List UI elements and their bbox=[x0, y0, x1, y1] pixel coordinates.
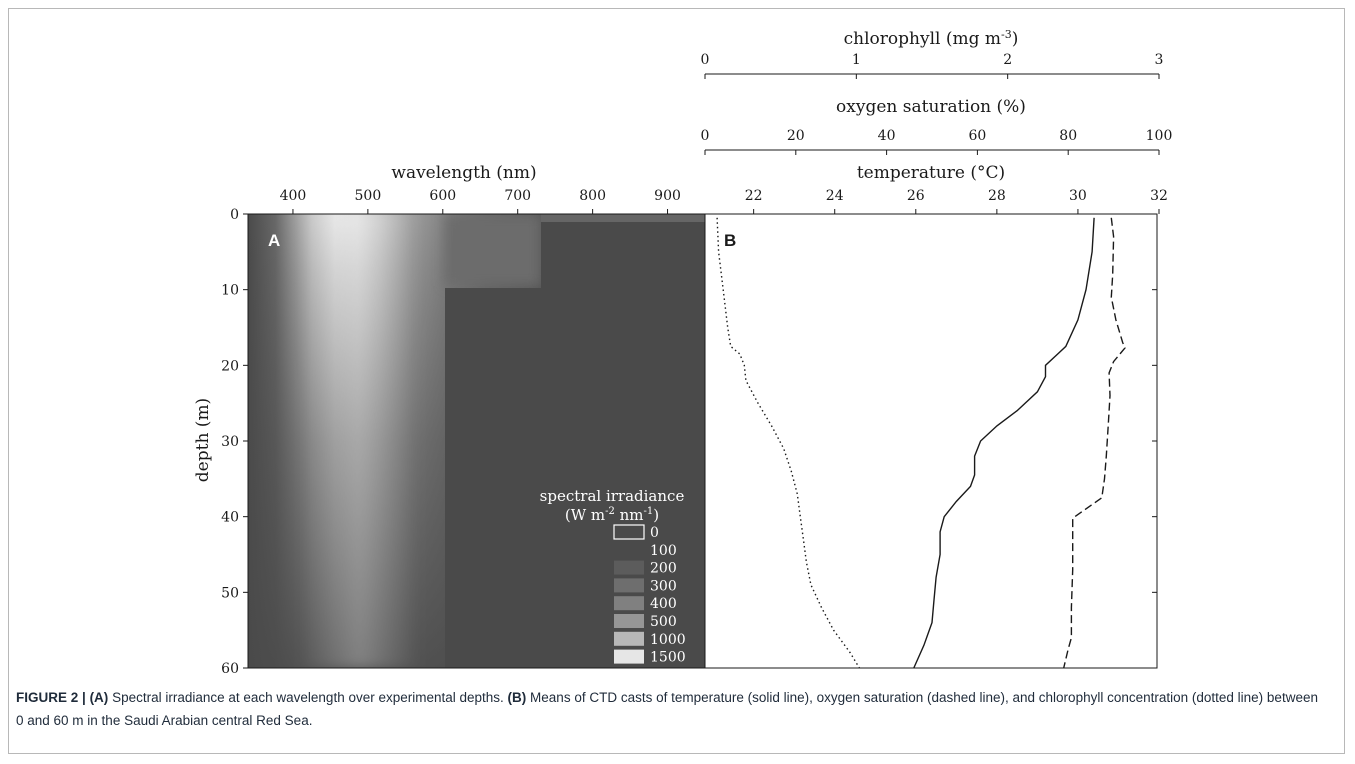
legend-swatch bbox=[614, 631, 644, 646]
legend-level-label: 1500 bbox=[650, 650, 686, 666]
oxygen-tick-label: 0 bbox=[701, 128, 710, 144]
wavelength-tick-label: 600 bbox=[429, 188, 456, 204]
temperature-axis-title: temperature (°C) bbox=[857, 163, 1005, 183]
heatmap-red-layer bbox=[445, 214, 541, 286]
heatmap-blue-band bbox=[300, 214, 420, 668]
oxygen-tick-label: 60 bbox=[968, 128, 986, 144]
heatmap-deep-red bbox=[445, 288, 705, 668]
chlorophyll-title-sup: -3 bbox=[1001, 28, 1012, 41]
heatmap-nir-layer bbox=[541, 214, 705, 222]
legend-title-part: -1 bbox=[644, 506, 654, 517]
chlorophyll-tick-label: 0 bbox=[701, 52, 710, 68]
wavelength-tick-label: 500 bbox=[355, 188, 382, 204]
legend-swatch bbox=[614, 596, 644, 611]
wavelength-tick-label: 700 bbox=[504, 188, 531, 204]
panel-a-axes: 400 500 600 700 800 900 0 10 20 30 40 50 60 bbox=[221, 188, 681, 677]
legend-title-part: (W m bbox=[565, 506, 605, 524]
oxygen-tick-label: 80 bbox=[1059, 128, 1077, 144]
depth-tick-label: 60 bbox=[221, 661, 239, 677]
dashed-profile-line bbox=[1063, 217, 1126, 669]
legend-level-label: 300 bbox=[650, 578, 677, 594]
oxygen-axis-title: oxygen saturation (%) bbox=[836, 97, 1026, 117]
solid-profile-line bbox=[913, 217, 1095, 669]
legend-level-label: 0 bbox=[650, 525, 659, 541]
depth-tick-label: 0 bbox=[230, 207, 239, 223]
temperature-tick-label: 32 bbox=[1150, 188, 1168, 204]
depth-tick-label: 40 bbox=[221, 510, 239, 526]
temperature-tick-label: 24 bbox=[826, 188, 844, 204]
oxygen-tick-label: 40 bbox=[878, 128, 896, 144]
legend-level-label: 500 bbox=[650, 614, 677, 630]
legend-swatch bbox=[614, 649, 644, 664]
legend-title-line2: (W m-2 nm-1) bbox=[565, 506, 659, 524]
wavelength-tick-label: 400 bbox=[280, 188, 307, 204]
chlorophyll-title-end: ) bbox=[1012, 29, 1019, 49]
depth-tick-label: 30 bbox=[221, 434, 239, 450]
caption-part-b-text: Means of CTD casts of temperature (solid… bbox=[16, 690, 1318, 728]
legend-title-part: -2 bbox=[605, 506, 615, 517]
wavelength-axis-title: wavelength (nm) bbox=[391, 163, 536, 183]
wavelength-tick-label: 800 bbox=[579, 188, 606, 204]
chlorophyll-tick-label: 1 bbox=[852, 52, 861, 68]
legend-title-part: ) bbox=[653, 506, 659, 524]
depth-tick-label: 10 bbox=[221, 283, 239, 299]
legend-swatch bbox=[614, 560, 644, 575]
chlorophyll-tick-label: 3 bbox=[1155, 52, 1164, 68]
legend-level-label: 400 bbox=[650, 596, 677, 612]
heatmap-deep-nir bbox=[541, 222, 705, 288]
legend-level-label: 1000 bbox=[650, 632, 686, 648]
caption-part-b-label: (B) bbox=[507, 690, 527, 705]
depth-tick-label: 20 bbox=[221, 358, 239, 374]
legend-swatch bbox=[614, 614, 644, 628]
legend-swatch bbox=[614, 542, 644, 557]
chlorophyll-axis-title: chlorophyll (mg m-3) bbox=[844, 28, 1019, 49]
panel-b-frame bbox=[704, 213, 1158, 669]
panel-b-label: B bbox=[724, 231, 736, 250]
temperature-tick-label: 26 bbox=[907, 188, 925, 204]
legend-swatch bbox=[614, 578, 644, 593]
irradiance-legend: spectral irradiance(W m-2 nm-1)0 100 20030… bbox=[540, 487, 686, 666]
legend-title-part: nm bbox=[615, 506, 644, 524]
caption-figure-label: FIGURE 2 | bbox=[16, 690, 86, 705]
panel-a-label: A bbox=[268, 231, 280, 250]
depth-axis-title: depth (m) bbox=[193, 398, 213, 482]
wavelength-tick-label: 900 bbox=[654, 188, 681, 204]
panel-b-series bbox=[716, 217, 1126, 669]
legend-title-line1: spectral irradiance bbox=[540, 487, 685, 505]
chlorophyll-title-main: chlorophyll (mg m bbox=[844, 29, 1001, 49]
oxygen-tick-label: 100 bbox=[1146, 128, 1173, 144]
caption-part-a-label: (A) bbox=[89, 690, 109, 705]
caption-part-a-text: Spectral irradiance at each wavelength o… bbox=[108, 690, 508, 705]
legend-level-label: 200 bbox=[650, 561, 677, 577]
chlorophyll-tick-label: 2 bbox=[1003, 52, 1012, 68]
figure-caption: FIGURE 2 | (A) Spectral irradiance at ea… bbox=[16, 686, 1326, 732]
panel-b-axes: 22 24 26 28 30 32 0 20 40 60 80 100 0 1 2 3 bbox=[701, 52, 1173, 669]
legend-level-label: 100 bbox=[650, 543, 677, 559]
temperature-tick-label: 30 bbox=[1069, 188, 1087, 204]
temperature-tick-label: 28 bbox=[988, 188, 1006, 204]
depth-tick-label: 50 bbox=[221, 585, 239, 601]
legend-swatch bbox=[613, 524, 645, 540]
oxygen-tick-label: 20 bbox=[787, 128, 805, 144]
dotted-profile-line bbox=[716, 217, 860, 669]
temperature-tick-label: 22 bbox=[745, 188, 763, 204]
